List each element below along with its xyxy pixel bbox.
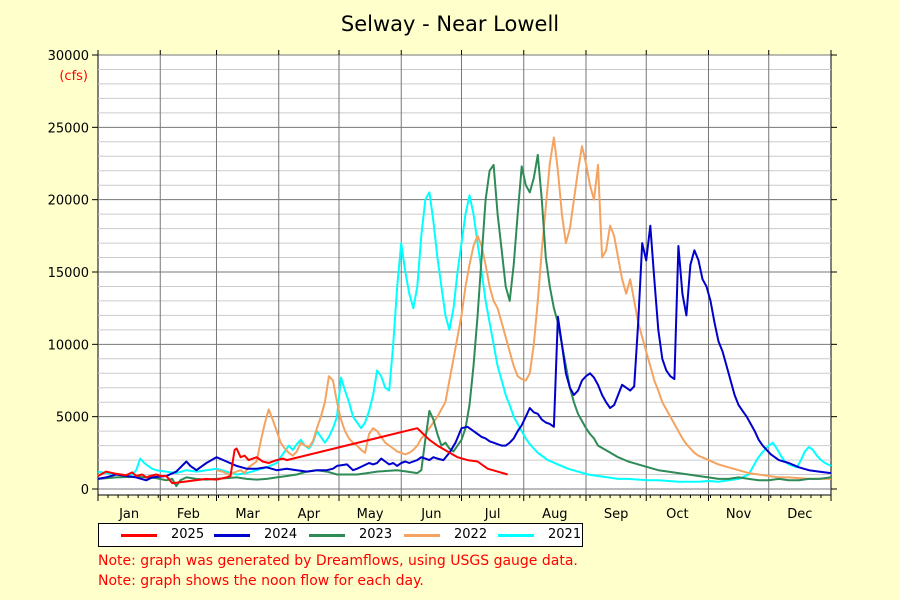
x-tick-label-apr: Apr [298, 507, 321, 522]
y-tick-label: 15000 [48, 266, 89, 281]
legend-swatch-2025 [121, 534, 157, 537]
y-unit-label: (cfs) [59, 69, 88, 84]
y-tick-label: 30000 [48, 49, 89, 64]
series-line-2021 [97, 191, 832, 483]
legend-label-2021: 2021 [548, 527, 582, 542]
y-tick-label: 10000 [48, 338, 89, 353]
series-line-2022 [216, 136, 831, 480]
legend-label-2024: 2024 [264, 527, 298, 542]
x-tick-label-sep: Sep [604, 507, 629, 522]
x-tick-label-jan: Jan [118, 507, 139, 522]
legend-swatch-2023 [309, 534, 345, 537]
x-tick-label-jun: Jun [420, 507, 441, 522]
y-tick-label: 5000 [56, 411, 89, 426]
note-noon-flow: Note: graph shows the noon flow for each… [98, 573, 424, 589]
x-tick-label-mar: Mar [235, 507, 260, 522]
y-tick-label: 20000 [48, 194, 89, 209]
legend-label-2023: 2023 [359, 527, 393, 542]
chart-title: Selway - Near Lowell [340, 12, 560, 36]
x-tick-label-jul: Jul [484, 507, 501, 522]
legend-swatch-2021 [498, 534, 534, 537]
x-tick-label-dec: Dec [787, 507, 812, 522]
note-source: Note: graph was generated by Dreamflows,… [98, 553, 578, 569]
x-tick-label-may: May [357, 507, 384, 522]
series-line-2025 [97, 427, 508, 485]
axes: 0 5000 10000 15000 20000 25000 30000 Jan Feb Mar A… [48, 49, 837, 522]
legend-swatch-2022 [404, 534, 440, 537]
chart-legend: 2025 2024 2023 2022 2021 [98, 523, 583, 547]
legend-label-2022: 2022 [454, 527, 488, 542]
x-tick-label-oct: Oct [666, 507, 688, 522]
x-tick-label-feb: Feb [177, 507, 200, 522]
series-line-2024 [97, 224, 832, 482]
y-tick-label: 0 [81, 483, 89, 498]
legend-swatch-2024 [214, 534, 250, 537]
x-tick-label-aug: Aug [542, 507, 567, 522]
legend-label-2025: 2025 [171, 527, 205, 542]
y-tick-label: 25000 [48, 121, 89, 136]
x-tick-label-nov: Nov [726, 507, 752, 522]
series-layer [97, 136, 832, 488]
series-line-2023 [97, 153, 832, 488]
